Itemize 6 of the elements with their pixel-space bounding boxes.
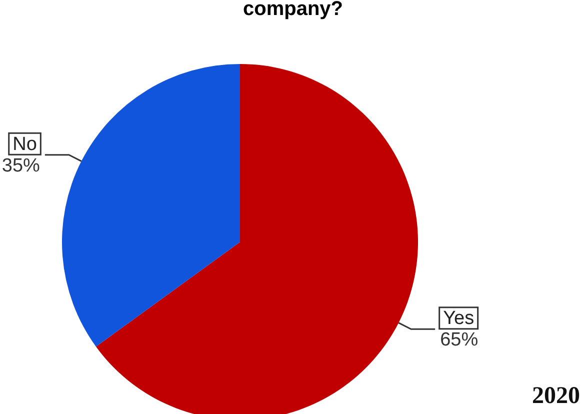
slice-label: No xyxy=(12,134,37,155)
slice-label: Yes xyxy=(443,308,474,330)
chart-title: company? xyxy=(242,0,344,20)
data-label: 35% xyxy=(2,155,40,176)
text: 2020 xyxy=(532,383,580,409)
data-label: 65% xyxy=(440,330,478,351)
